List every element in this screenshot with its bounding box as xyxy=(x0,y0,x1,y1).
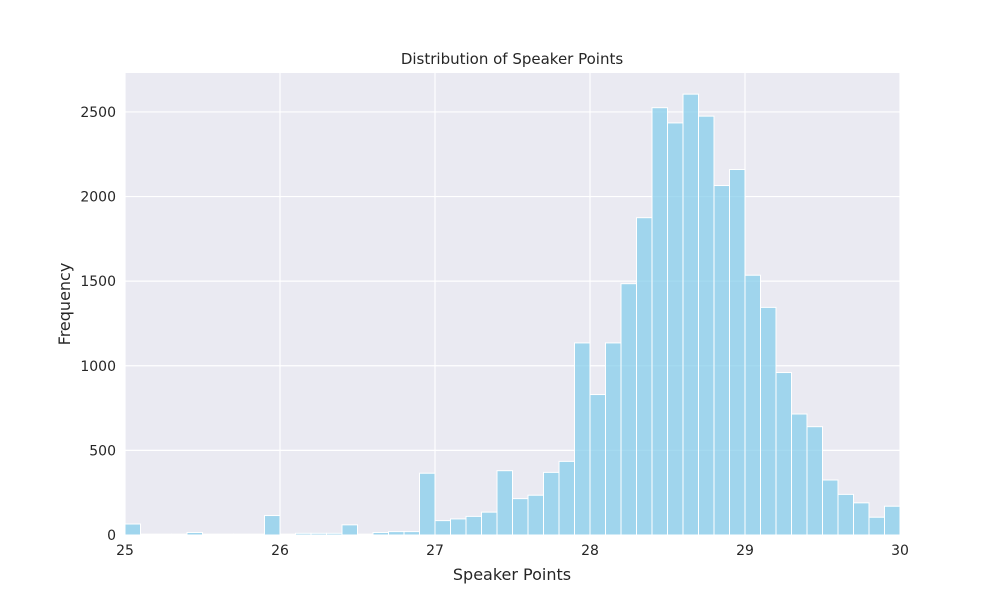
histogram-bar xyxy=(372,531,389,536)
histogram-bar xyxy=(791,413,808,536)
histogram-bar xyxy=(744,274,761,536)
histogram-bar xyxy=(140,533,157,536)
histogram-bar xyxy=(403,531,420,536)
histogram-bar xyxy=(605,342,622,536)
x-axis-ticks: 25 26 27 28 29 30 xyxy=(116,543,909,559)
histogram-bar xyxy=(682,93,699,536)
histogram-bar xyxy=(651,107,668,536)
histogram-bar xyxy=(248,533,265,536)
y-tick-label: 1500 xyxy=(80,274,116,290)
x-axis-label: Speaker Points xyxy=(453,565,571,584)
histogram-bar xyxy=(713,185,730,536)
histogram-bar xyxy=(636,217,653,536)
histogram-bar xyxy=(450,518,467,536)
histogram-bar xyxy=(822,479,839,536)
histogram-bar xyxy=(589,394,606,536)
x-tick-label: 30 xyxy=(891,543,909,559)
histogram-bar xyxy=(527,494,544,536)
y-axis-label: Frequency xyxy=(55,263,74,346)
histogram-bar xyxy=(574,342,591,536)
histogram-bar xyxy=(698,115,715,536)
histogram-bar xyxy=(729,168,746,536)
chart-title: Distribution of Speaker Points xyxy=(401,50,624,68)
histogram-bar xyxy=(310,532,327,536)
histogram-bar xyxy=(388,531,405,536)
histogram-bar xyxy=(186,531,203,536)
y-tick-label: 500 xyxy=(89,443,116,459)
histogram-bar xyxy=(884,505,901,536)
histogram-bar xyxy=(620,283,637,536)
histogram-bar xyxy=(481,511,498,536)
histogram-bar xyxy=(806,426,823,536)
histogram-bar xyxy=(326,532,343,536)
histogram-bar xyxy=(295,532,312,536)
y-tick-label: 0 xyxy=(107,528,116,544)
histogram-bar xyxy=(760,306,777,536)
histogram-bar xyxy=(279,533,296,536)
y-tick-label: 2000 xyxy=(80,190,116,206)
histogram-bar xyxy=(217,533,234,536)
histogram-bar xyxy=(233,533,250,536)
histogram-bar xyxy=(202,533,219,536)
y-axis-ticks: 0 500 1000 1500 2000 2500 xyxy=(80,105,116,544)
x-tick-label: 28 xyxy=(581,543,599,559)
histogram-bar xyxy=(558,460,575,536)
histogram-bar xyxy=(512,498,529,536)
histogram-bar xyxy=(868,516,885,536)
histogram-bar xyxy=(853,502,870,536)
histogram-bar xyxy=(264,515,281,536)
y-tick-label: 1000 xyxy=(80,359,116,375)
histogram-bar xyxy=(419,472,436,536)
histogram-bar xyxy=(465,515,482,536)
histogram-bar xyxy=(434,520,451,536)
y-tick-label: 2500 xyxy=(80,105,116,121)
histogram-bar xyxy=(837,493,854,536)
histogram-bars xyxy=(124,93,901,536)
histogram-bar xyxy=(171,533,188,536)
x-tick-label: 29 xyxy=(736,543,754,559)
histogram-bar xyxy=(775,372,792,536)
x-tick-label: 25 xyxy=(116,543,134,559)
histogram-bar xyxy=(543,471,560,536)
histogram-bar xyxy=(496,470,513,536)
histogram-bar xyxy=(667,122,684,536)
x-tick-label: 27 xyxy=(426,543,444,559)
histogram-bar xyxy=(341,524,358,536)
histogram-bar xyxy=(357,533,374,536)
histogram-bar xyxy=(155,533,172,536)
histogram-bar xyxy=(124,523,141,536)
x-tick-label: 26 xyxy=(271,543,289,559)
